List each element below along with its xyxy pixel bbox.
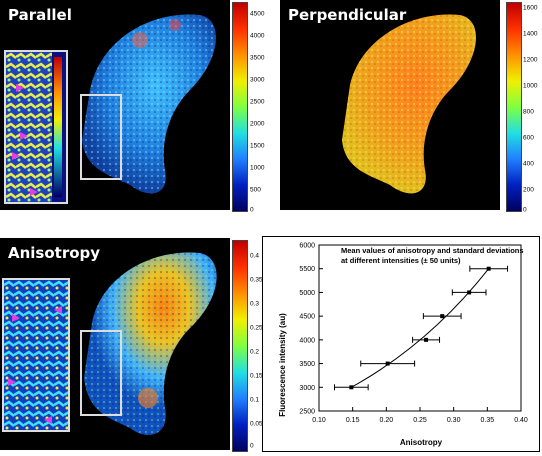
scale-tick: 3500 (250, 54, 265, 62)
x-tick-label: 0.10 (312, 417, 326, 424)
data-point (424, 337, 429, 342)
y-tick-label: 3000 (299, 385, 315, 392)
perpendicular-title: Perpendicular (288, 6, 407, 24)
anisotropy-title: Anisotropy (8, 244, 101, 262)
y-tick-label: 4000 (299, 337, 315, 344)
parallel-colorbar (232, 2, 248, 212)
data-point (440, 314, 445, 319)
perpendicular-fluorescence-image (342, 14, 477, 194)
arrow-marker (20, 132, 28, 140)
parallel-image-panel: Parallel (0, 0, 230, 210)
scale-tick: 0 (250, 206, 254, 214)
parallel-fluorescence-image (82, 14, 217, 194)
x-tick-label: 0.20 (380, 417, 394, 424)
scale-tick: 0 (523, 206, 527, 214)
arrow-marker (44, 416, 52, 424)
scale-tick: 1600 (523, 4, 538, 12)
scale-tick: 0.4 (250, 252, 260, 260)
arrow-marker (30, 188, 38, 196)
anisotropy-image-panel: Anisotropy (0, 238, 230, 450)
scale-tick: 0.35 (250, 276, 263, 284)
scale-tick: 2500 (250, 98, 265, 106)
plot-marks (333, 265, 509, 391)
plot-title-line2: at different intensities (± 50 units) (341, 256, 461, 265)
y-tick-label: 5000 (299, 290, 315, 297)
scale-tick: 1400 (523, 30, 538, 38)
scale-tick: 0.1 (250, 396, 260, 404)
arrow-marker (16, 84, 24, 92)
parallel-zoom-inset (4, 50, 68, 204)
data-point (486, 266, 491, 271)
scale-tick: 0.25 (250, 324, 263, 332)
scale-tick: 0.3 (250, 300, 260, 308)
y-tick-label: 6000 (299, 243, 315, 250)
x-tick-label: 0.15 (346, 417, 360, 424)
anisotropy-zoom-inset (2, 278, 70, 432)
y-tick-label: 4500 (299, 314, 315, 321)
scale-tick: 500 (250, 186, 261, 194)
anisotropy-intensity-plot: Mean values of anisotropy and standard d… (262, 236, 540, 452)
anisotropy-colorbar (232, 240, 248, 452)
y-tick-label: 5500 (299, 266, 315, 273)
arrow-marker (54, 306, 62, 314)
y-tick-label: 3500 (299, 361, 315, 368)
scale-tick: 4000 (250, 32, 265, 40)
scale-tick: 600 (523, 134, 534, 142)
plot-axes: 0.10 0.15 0.20 0.25 0.30 0.35 0.40 2500 3000 3500… (299, 243, 527, 425)
x-tick-label: 0.30 (447, 417, 461, 424)
scale-tick: 200 (523, 186, 534, 194)
scale-tick: 3000 (250, 76, 265, 84)
scale-tick: 0.2 (250, 348, 260, 356)
scale-tick: 2000 (250, 120, 265, 128)
scale-tick: 1000 (523, 82, 538, 90)
scale-tick: 1000 (250, 164, 265, 172)
scale-tick: 0.15 (250, 372, 263, 380)
y-axis-label: Fluorescence intensity (au) (278, 313, 287, 417)
arrow-marker (12, 314, 20, 322)
x-tick-label: 0.35 (481, 417, 495, 424)
y-tick-label: 2500 (299, 409, 315, 416)
plot-svg: Mean values of anisotropy and standard d… (278, 243, 528, 448)
scale-tick: 4500 (250, 10, 265, 18)
data-point (349, 385, 354, 390)
x-axis-label: Anisotropy (400, 438, 443, 447)
scale-tick: 0.05 (250, 420, 263, 428)
scale-tick: 400 (523, 160, 534, 168)
perpendicular-image-panel: Perpendicular (280, 0, 500, 210)
arrow-marker (12, 152, 20, 160)
arrow-marker (8, 378, 16, 386)
perpendicular-colorbar (506, 2, 522, 212)
scale-tick: 1500 (250, 142, 265, 150)
plot-title-line1: Mean values of anisotropy and standard d… (341, 246, 524, 255)
data-point (385, 361, 390, 366)
parallel-title: Parallel (8, 6, 72, 24)
data-point (467, 290, 472, 295)
x-tick-label: 0.25 (413, 417, 427, 424)
x-tick-label: 0.40 (514, 417, 528, 424)
plot-frame (318, 244, 522, 412)
parallel-roi-box (80, 94, 122, 180)
scale-tick: 800 (523, 108, 534, 116)
scale-tick: 1200 (523, 56, 538, 64)
fit-curve (351, 268, 490, 388)
anisotropy-fluorescence-image (84, 252, 217, 436)
scale-tick: 0 (250, 442, 254, 450)
anisotropy-roi-box (80, 330, 122, 416)
